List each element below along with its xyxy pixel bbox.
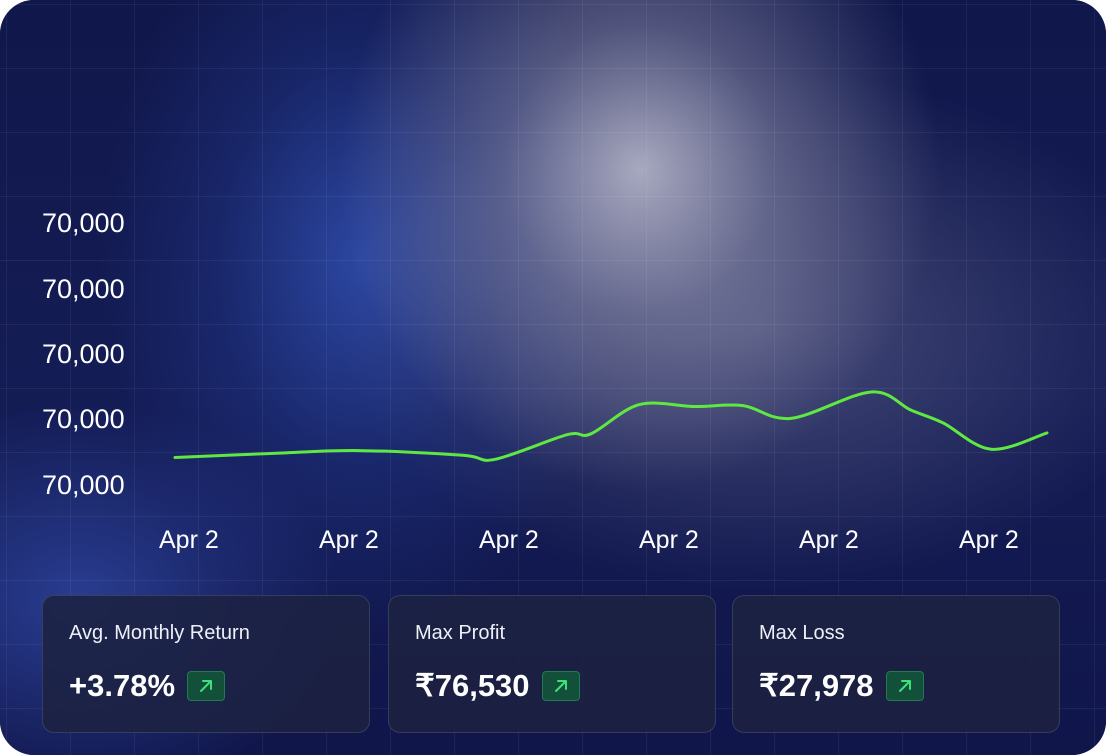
stat-value-row: +3.78% <box>69 668 226 704</box>
y-tick-label: 70,000 <box>42 404 125 434</box>
stat-value-row: ₹76,530 <box>415 668 580 704</box>
trend-badge <box>885 671 924 701</box>
stat-value: +3.78% <box>69 668 176 703</box>
stat-card-max-loss: Max Loss ₹27,978 <box>732 595 1060 733</box>
y-tick-label: 70,000 <box>42 274 125 304</box>
y-tick-label: 70,000 <box>42 208 125 238</box>
arrow-up-right-icon <box>200 680 213 692</box>
series-line-0 <box>173 390 1049 462</box>
line-chart: 70,000 70,000 70,000 70,000 70,000 Apr 2… <box>42 208 1049 554</box>
x-tick-label: Apr 2 <box>479 526 539 554</box>
y-tick-label: 70,000 <box>42 339 125 369</box>
trend-badge <box>187 671 226 701</box>
stat-label: Max Profit <box>415 622 506 644</box>
series-layer <box>173 390 1049 462</box>
stat-card-avg-monthly-return: Avg. Monthly Return +3.78% <box>42 595 370 733</box>
x-axis: Apr 2 Apr 2 Apr 2 Apr 2 Apr 2 Apr 2 <box>159 526 1019 554</box>
stat-value-row: ₹27,978 <box>759 668 924 704</box>
x-tick-label: Apr 2 <box>799 526 859 554</box>
arrow-up-right-icon <box>554 680 567 692</box>
x-tick-label: Apr 2 <box>319 526 379 554</box>
stat-value: ₹27,978 <box>759 668 874 703</box>
stat-value: ₹76,530 <box>415 668 530 703</box>
trend-badge <box>541 671 580 701</box>
stats-row: Avg. Monthly Return +3.78% Max Profit ₹7… <box>42 595 1060 733</box>
stat-card-max-profit: Max Profit ₹76,530 <box>388 595 716 733</box>
y-axis: 70,000 70,000 70,000 70,000 70,000 <box>42 208 125 500</box>
x-tick-label: Apr 2 <box>639 526 699 554</box>
x-tick-label: Apr 2 <box>159 526 219 554</box>
y-tick-label: 70,000 <box>42 470 125 500</box>
arrow-up-right-icon <box>898 680 911 692</box>
stat-label: Avg. Monthly Return <box>69 622 250 644</box>
stat-label: Max Loss <box>759 622 845 644</box>
x-tick-label: Apr 2 <box>959 526 1019 554</box>
